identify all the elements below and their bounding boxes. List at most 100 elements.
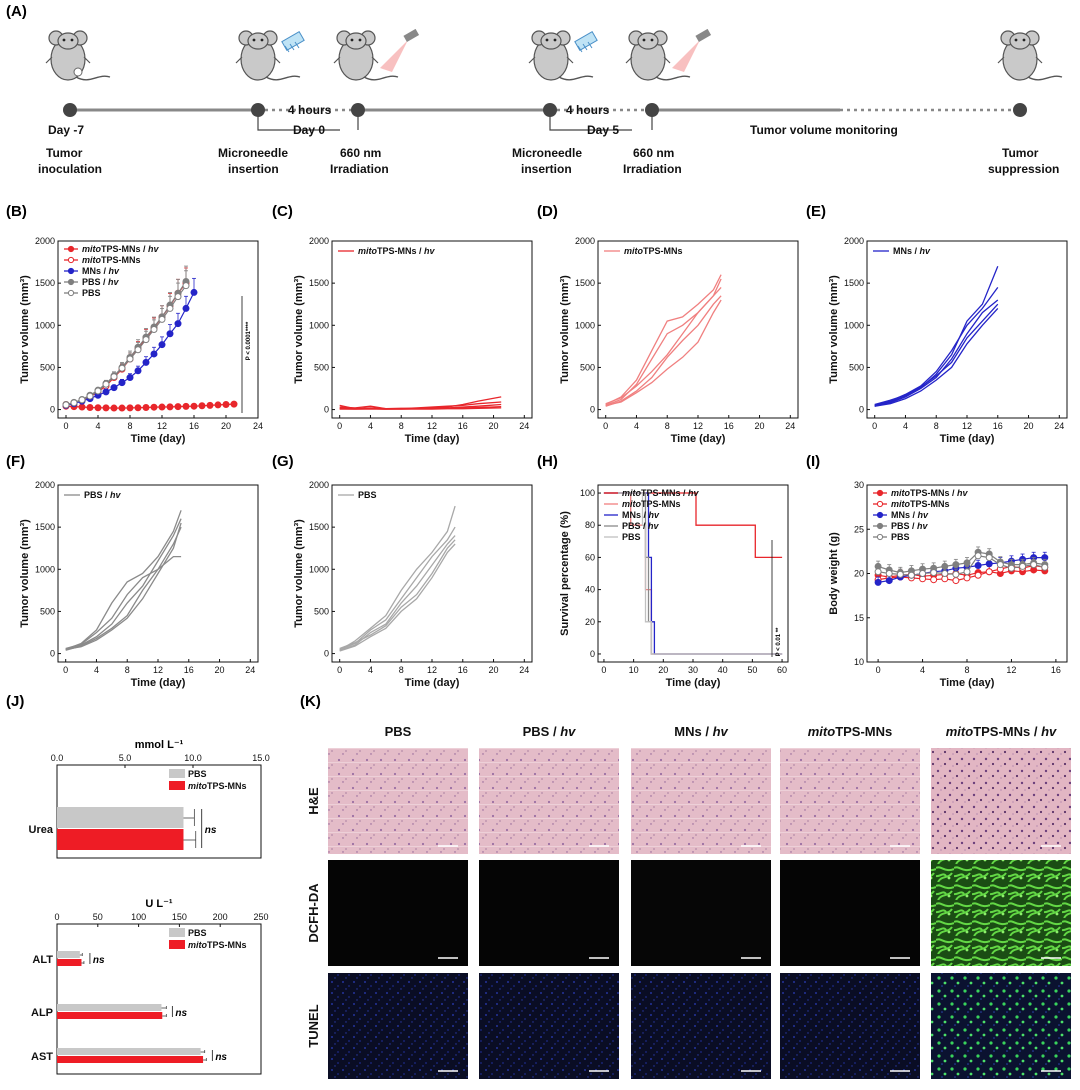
legend-marker [67,245,75,253]
x-tick-label: 5.0 [119,753,132,763]
x-tick-label: 40 [718,665,728,675]
y-axis-label: Tumor volume (mm³) [19,275,31,384]
y-tick-label: 20 [585,617,595,627]
y-tick-label: 0 [324,405,329,415]
y-tick-label: 1500 [844,278,864,288]
x-tick-label: 4 [368,665,373,675]
data-point [182,304,190,312]
series-line [65,403,235,409]
event-1-line2: inoculation [38,162,102,176]
category-label: Urea [29,824,54,836]
x-axis-label: Time (day) [131,677,186,689]
data-point [94,387,102,395]
series-line [65,292,195,406]
y-tick-label: 1500 [35,522,55,532]
y-axis-label: Body weight (g) [828,532,840,615]
x-tick-label: 200 [213,912,228,922]
data-point [110,373,118,381]
series-line [605,278,722,407]
plot-frame [597,240,799,419]
tumor-icon [73,67,83,77]
data-point [190,288,198,296]
data-point [174,293,182,301]
x-tick-label: 8 [934,421,939,431]
data-point [974,571,982,579]
series-line [878,556,1045,583]
panel-label-c: (C) [272,203,293,220]
x-axis-label: Time (day) [671,433,726,445]
data-point [198,402,206,410]
data-point [974,562,982,570]
data-point [907,571,915,579]
y-tick-label: 2000 [35,480,55,490]
x-tick-label: 0 [603,421,608,431]
legend-label: PBS [188,928,207,938]
row-header: DCFH-DA [306,883,321,943]
data-point [134,404,142,412]
legend-label: MNs / hv [893,246,931,256]
x-tick-label: 16 [184,665,194,675]
data-point [885,577,893,585]
timeline-node-5 [645,103,659,117]
bar [57,829,184,850]
series-line [605,286,722,405]
x-tick-label: 0 [872,421,877,431]
data-point [974,552,982,560]
column-header: mitoTPS-MNs [808,724,893,739]
y-tick-label: 0 [50,649,55,659]
data-point [166,403,174,411]
event-4-line1: Microneedle [512,146,582,160]
x-tick-label: 60 [777,665,787,675]
series-line [339,526,456,651]
data-point [952,561,960,569]
timeline-day-0: Day 0 [293,123,325,137]
series-line [65,510,182,651]
x-tick-label: 12 [157,421,167,431]
data-point [230,400,238,408]
micrograph-tile [780,860,920,966]
column-header: PBS / hv [523,724,577,739]
timeline-node-2 [251,103,265,117]
y-tick-label: 0 [324,649,329,659]
data-point [996,561,1004,569]
data-point [874,568,882,576]
ns-annotation: ns [93,955,105,966]
data-point [110,384,118,392]
data-point [158,315,166,323]
micrograph-tile [479,860,619,966]
chart-E: 0 4 8 12 16 20 24 0 500 1000 1500 2000 Time (day) Tum… [828,236,1068,445]
x-tick-label: 20 [215,665,225,675]
data-point [1019,562,1027,570]
x-tick-label: 8 [964,665,969,675]
ns-annotation: ns [175,1008,187,1019]
data-point [62,401,70,409]
microneedle-icon [281,30,305,53]
series-line [65,518,182,651]
data-point [174,403,182,411]
series-line [65,526,182,651]
chart-I: 0 4 8 12 16 10 15 20 25 30 Time (day) Body weight (… [828,480,1068,689]
x-tick-label: 15.0 [252,753,270,763]
legend-label: mitoTPS-MNs / hv [82,244,160,254]
x-tick-label: 4 [94,665,99,675]
data-point [126,355,134,363]
data-point [70,399,78,407]
chart-C: 0 4 8 12 16 20 24 0 500 1000 1500 2000 Time (day) Tum… [293,236,533,445]
data-point [158,403,166,411]
y-tick-label: 1500 [575,278,595,288]
ns-annotation: ns [215,1052,227,1063]
x-tick-label: 0 [63,665,68,675]
data-point [150,350,158,358]
series-line [339,539,456,650]
data-point [963,568,971,576]
data-point [985,560,993,568]
bar [57,1056,204,1063]
panel-label-f: (F) [6,453,25,470]
x-tick-label: 100 [131,912,146,922]
y-tick-label: 2000 [309,480,329,490]
y-tick-label: 80 [585,520,595,530]
event-1-line1: Tumor [46,146,83,160]
x-tick-label: 4 [920,665,925,675]
series-line [65,555,182,650]
